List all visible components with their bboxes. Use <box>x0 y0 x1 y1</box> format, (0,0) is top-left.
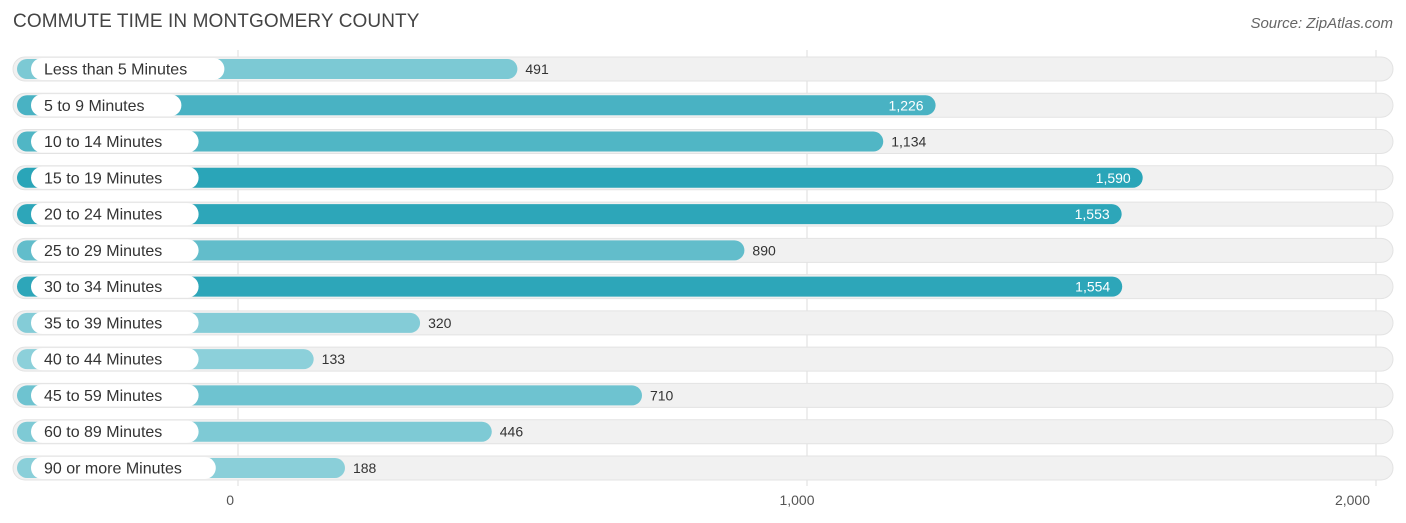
category-label: 25 to 29 Minutes <box>44 243 162 260</box>
bar <box>17 167 1143 188</box>
bar <box>17 240 745 261</box>
category-pill <box>31 348 199 371</box>
category-label: 60 to 89 Minutes <box>44 424 162 441</box>
category-pill <box>31 275 199 298</box>
bar-row: 40 to 44 Minutes 133 <box>12 346 1394 372</box>
bar-row: 15 to 19 Minutes 1,590 <box>12 165 1394 191</box>
value-label: 320 <box>428 315 452 331</box>
value-label: 1,226 <box>889 97 924 113</box>
bar-row: Less than 5 Minutes 491 <box>12 56 1394 82</box>
bar-row: 5 to 9 Minutes 1,226 <box>12 92 1394 118</box>
category-pill <box>31 311 199 334</box>
category-pill <box>31 203 199 226</box>
bar-track <box>12 455 1394 481</box>
category-label: Less than 5 Minutes <box>44 62 187 79</box>
category-label: 5 to 9 Minutes <box>44 98 145 115</box>
category-label: 20 to 24 Minutes <box>44 207 162 224</box>
category-pill <box>31 166 199 189</box>
category-label: 10 to 14 Minutes <box>44 134 162 151</box>
value-label: 710 <box>650 387 674 403</box>
chart-source: Source: ZipAtlas.com <box>1250 15 1393 32</box>
category-pill <box>31 239 199 262</box>
category-pill <box>31 58 225 80</box>
tick-label: 0 <box>226 492 234 508</box>
gridlines <box>237 50 1377 486</box>
category-pill <box>31 456 216 479</box>
bar-row: 20 to 24 Minutes 1,553 <box>12 201 1394 227</box>
value-label: 890 <box>752 242 776 258</box>
value-label: 188 <box>353 460 377 476</box>
bar-row: 25 to 29 Minutes 890 <box>12 237 1394 263</box>
category-label: 45 to 59 Minutes <box>44 388 162 405</box>
bar-row: 30 to 34 Minutes 1,554 <box>12 274 1394 300</box>
chart-title: COMMUTE TIME IN MONTGOMERY COUNTY <box>13 11 420 32</box>
bar <box>17 95 936 116</box>
category-label: 15 to 19 Minutes <box>44 170 162 187</box>
category-label: 40 to 44 Minutes <box>44 352 162 369</box>
bar-row: 35 to 39 Minutes 320 <box>12 310 1394 336</box>
bar-track <box>12 346 1394 372</box>
bar <box>17 131 884 152</box>
bar <box>17 276 1123 297</box>
value-label: 1,553 <box>1075 206 1110 222</box>
category-pill <box>31 384 199 407</box>
bar <box>17 204 1122 225</box>
value-label: 1,554 <box>1075 279 1110 295</box>
bar-row: 45 to 59 Minutes 710 <box>12 382 1394 408</box>
category-label: 30 to 34 Minutes <box>44 279 162 296</box>
bar-row: 60 to 89 Minutes 446 <box>12 419 1394 445</box>
value-label: 446 <box>500 424 524 440</box>
bar-row: 90 or more Minutes 188 <box>12 455 1394 481</box>
category-pill <box>31 130 199 153</box>
value-label: 133 <box>322 351 346 367</box>
category-pill <box>31 420 199 443</box>
value-label: 491 <box>525 61 549 77</box>
bar-row: 10 to 14 Minutes 1,134 <box>12 129 1394 155</box>
tick-label: 2,000 <box>1335 492 1370 508</box>
tick-label: 1,000 <box>779 492 814 508</box>
value-label: 1,590 <box>1096 170 1131 186</box>
category-pill <box>31 94 182 117</box>
value-label: 1,134 <box>891 134 926 150</box>
category-label: 90 or more Minutes <box>44 460 182 477</box>
category-label: 35 to 39 Minutes <box>44 315 162 332</box>
